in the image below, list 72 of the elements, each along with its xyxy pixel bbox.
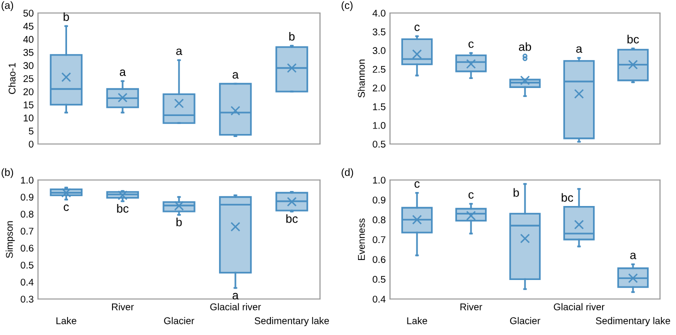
y-tick-label: 1.0: [373, 176, 386, 184]
chart-title: (d): [342, 168, 354, 178]
y-tick-label: 0: [28, 140, 34, 148]
y-tick-label: 25: [24, 75, 34, 82]
y-tick-label: 0.3: [20, 296, 34, 303]
y-tick-label: 30: [23, 62, 34, 70]
y-tick-label: 0.9: [372, 196, 386, 204]
annotation: bc: [562, 193, 574, 202]
y-tick-label: 0.4: [20, 278, 34, 286]
y-tick-label: 0.7: [372, 236, 386, 244]
y-tick-label: 1.5: [373, 103, 386, 110]
x-tick-label: Glacial river: [210, 303, 261, 310]
annotation: a: [232, 292, 239, 300]
y-axis-title: Evenness: [358, 218, 365, 260]
y-tick-label: 0.5: [372, 140, 386, 148]
y-tick-label: 20: [24, 88, 34, 96]
chart-title: (c): [342, 1, 352, 11]
annotation: c: [414, 24, 420, 32]
y-axis-title: Shannon: [358, 60, 365, 98]
x-tick-label: Glacier: [164, 317, 194, 324]
y-tick-label: 1.0: [373, 122, 386, 129]
y-tick-label: 0.9: [20, 194, 34, 201]
y-tick-label: 2.0: [372, 84, 386, 92]
annotation: bc: [286, 214, 298, 223]
y-tick-label: 0.6: [20, 244, 34, 252]
x-tick-label: Sedimentary lake: [254, 317, 329, 326]
x-tick-label: River: [460, 303, 482, 310]
y-axis-title: Simpson: [6, 221, 15, 258]
y-tick-label: 15: [24, 102, 34, 108]
annotation: b: [514, 188, 519, 197]
annotation: b: [289, 32, 295, 41]
annotation: c: [64, 204, 69, 211]
annotation: b: [64, 12, 69, 21]
y-tick-label: 10: [24, 114, 34, 122]
y-tick-label: 0.8: [20, 210, 34, 218]
x-tick-label: Sedimentary lake: [596, 317, 670, 326]
y-tick-label: 5: [28, 128, 34, 135]
y-axis-title: Chao-1: [8, 63, 16, 94]
y-tick-label: 3.5: [372, 28, 386, 36]
y-tick-label: 0.6: [372, 256, 386, 263]
annotation: b: [176, 218, 182, 226]
annotation: c: [414, 181, 420, 188]
y-tick-label: 2.5: [372, 66, 386, 73]
annotation: a: [576, 46, 582, 53]
y-tick-label: 4.0: [372, 10, 386, 17]
chart-title: (b): [2, 168, 14, 178]
y-tick-label: 3.0: [372, 47, 386, 54]
annotation: a: [232, 72, 239, 79]
y-tick-label: 40: [23, 36, 34, 43]
x-tick-label: Lake: [56, 317, 76, 324]
x-tick-label: Glacier: [510, 317, 540, 324]
y-tick-label: 45: [23, 22, 34, 30]
y-tick-label: 0.5: [372, 276, 386, 283]
y-tick-label: 35: [23, 49, 34, 56]
y-tick-label: 0.7: [20, 228, 34, 235]
y-tick-label: 0.4: [372, 296, 386, 303]
annotation: bc: [628, 34, 639, 44]
y-tick-label: 1.0: [21, 176, 34, 184]
annotation: a: [120, 70, 126, 76]
y-tick-label: 0.8: [372, 216, 386, 224]
annotation: a: [176, 48, 182, 56]
annotation: bc: [117, 204, 129, 213]
x-tick-label: Glacial river: [554, 303, 604, 310]
annotation: c: [468, 41, 474, 48]
y-tick-label: 50: [23, 10, 34, 17]
annotation: a: [630, 252, 636, 260]
annotation: c: [468, 192, 474, 199]
y-tick-label: 0.5: [20, 262, 34, 269]
chart-title: (a): [2, 1, 14, 11]
x-tick-label: River: [112, 303, 134, 310]
annotation: ab: [518, 42, 532, 51]
x-tick-label: Lake: [407, 317, 428, 324]
